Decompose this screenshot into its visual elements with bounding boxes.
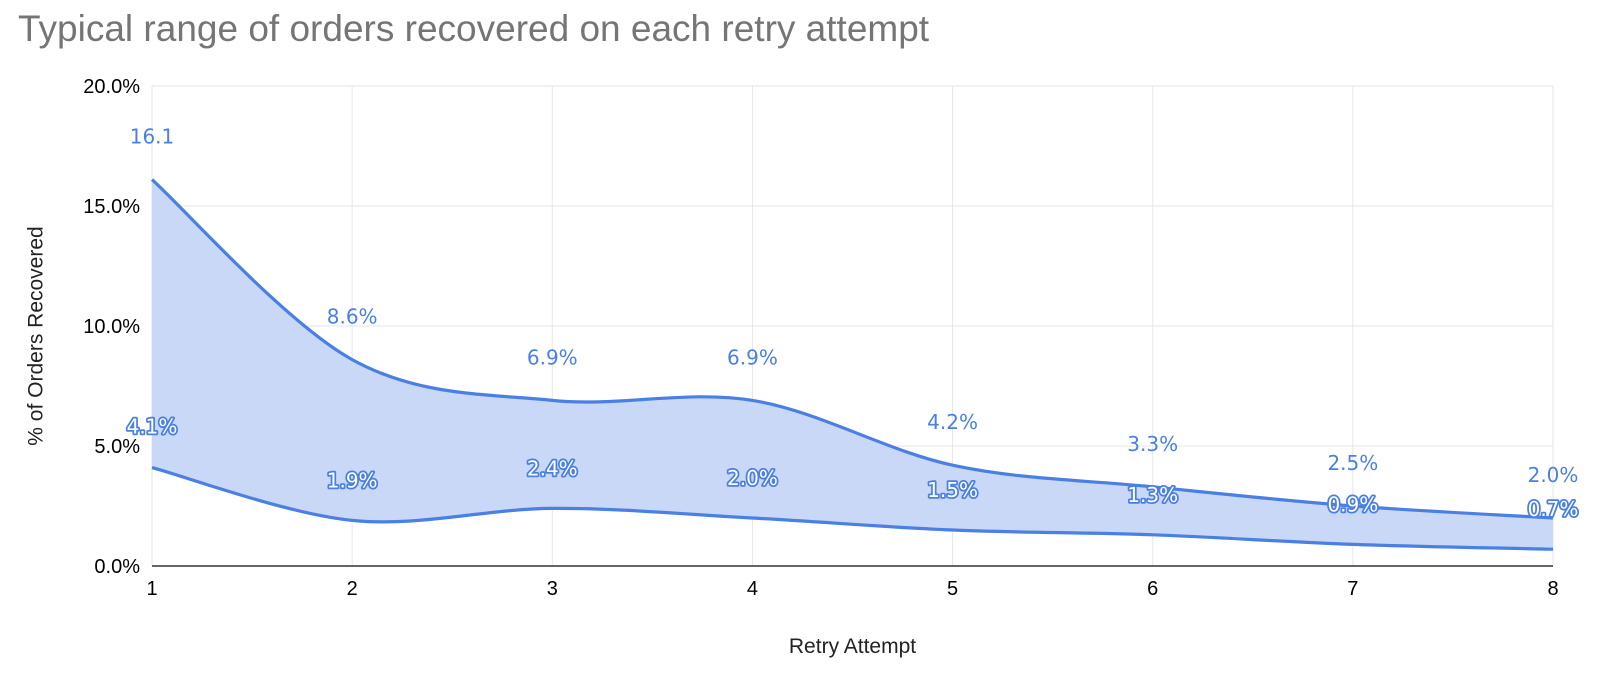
y-axis-title: % of Orders Recovered (24, 226, 47, 445)
x-tick-labels: 1 2 3 4 5 6 7 8 (146, 578, 1558, 600)
lower-data-label: 1.9% (327, 468, 378, 492)
upper-data-label: 6.9% (527, 345, 578, 369)
upper-data-label: 3.3% (1127, 432, 1178, 456)
x-tick-label: 2 (347, 578, 358, 600)
y-tick-label: 20.0% (83, 76, 140, 98)
upper-data-label: 8.6% (327, 305, 378, 329)
upper-series-line (150, 178, 1554, 520)
x-tick-label: 8 (1547, 578, 1558, 600)
lower-data-label: 0.9% (1327, 492, 1378, 516)
x-tick-label: 1 (146, 578, 157, 600)
lower-data-label: 0.7% (1528, 497, 1579, 521)
chart-title: Typical range of orders recovered on eac… (18, 8, 930, 49)
x-axis-title: Retry Attempt (789, 635, 916, 658)
x-tick-label: 3 (547, 578, 558, 600)
y-tick-label: 10.0% (83, 316, 140, 338)
data-labels: 16.1 8.6% 6.9% 6.9% 4.2% 3.3% 2.5% 2.0% 4.1% 1.9%… (125, 125, 1580, 523)
x-tick-label: 7 (1347, 578, 1358, 600)
y-tick-label: 15.0% (83, 196, 140, 218)
y-tick-label: 5.0% (94, 436, 140, 458)
lower-data-label: 4.1% (127, 415, 178, 439)
lower-data-label: 2.0% (727, 466, 778, 490)
lower-data-label: 1.3% (1127, 483, 1178, 507)
upper-data-label: 16.1 (130, 125, 175, 149)
lower-series-line (151, 466, 1554, 551)
x-tick-label: 6 (1147, 578, 1158, 600)
upper-data-label: 2.0% (1528, 463, 1579, 487)
upper-data-label: 2.5% (1327, 451, 1378, 475)
upper-data-label: 6.9% (727, 345, 778, 369)
lower-data-label: 1.5% (927, 478, 978, 502)
x-tick-label: 5 (947, 578, 958, 600)
range-band (152, 179, 1553, 550)
y-tick-label: 0.0% (94, 556, 140, 578)
y-tick-labels: 0.0% 5.0% 10.0% 15.0% 20.0% (83, 76, 140, 578)
x-tick-label: 4 (747, 578, 758, 600)
upper-data-label: 4.2% (927, 410, 978, 434)
lower-data-label: 2.4% (527, 456, 578, 480)
